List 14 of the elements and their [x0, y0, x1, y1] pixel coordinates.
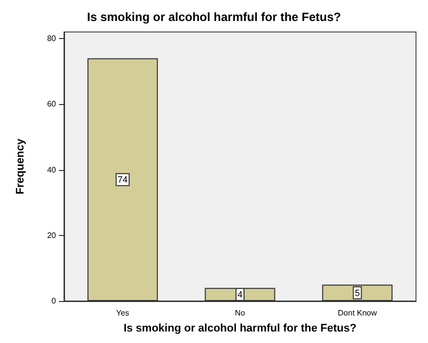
y-tick-label: 20	[47, 230, 57, 240]
y-tick-label: 40	[47, 165, 57, 174]
y-axis-title: Frequency	[14, 138, 26, 194]
y-tick-label: 60	[47, 100, 57, 109]
x-tick-label: Yes	[116, 308, 130, 318]
x-tick-label: Dont Know	[338, 308, 378, 318]
data-label: 74	[118, 174, 128, 185]
x-axis-title: Is smoking or alcohol harmful for the Fetus?	[124, 322, 357, 334]
data-label: 5	[354, 288, 360, 298]
y-tick-label: 0	[52, 296, 57, 306]
x-tick-label: No	[234, 308, 246, 318]
chart-title: Is smoking or alcohol harmful for the Fetus?	[86, 10, 342, 24]
data-label: 4	[237, 289, 243, 300]
y-tick-label: 80	[47, 34, 57, 44]
